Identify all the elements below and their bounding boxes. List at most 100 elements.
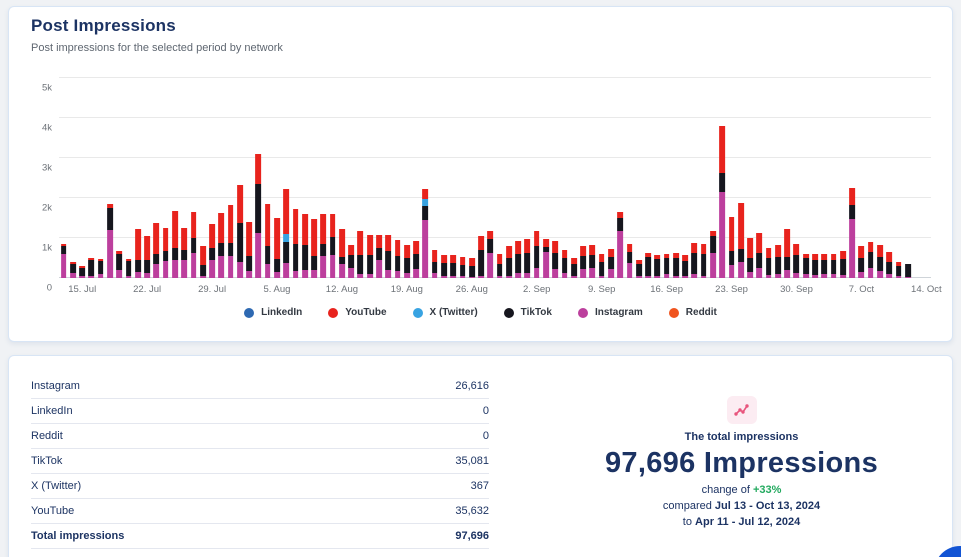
table-row: Instagram 26,616: [31, 374, 489, 399]
bar-segment-youtube: [88, 258, 95, 261]
bar-segment-tiktok: [496, 264, 503, 276]
stacked-bar: [116, 78, 123, 278]
legend-color-dot: [668, 307, 679, 318]
bar-segment-tiktok: [70, 264, 76, 274]
legend-item-x-twitter-[interactable]: X (Twitter): [412, 307, 478, 318]
bar-segment-instagram: [570, 276, 577, 278]
bar-segment-tiktok: [626, 252, 633, 263]
bar-segment-tiktok: [450, 263, 457, 276]
bar-segment-youtube: [218, 213, 225, 244]
bar-segment-instagram: [654, 276, 661, 278]
bar-segment-instagram: [125, 275, 132, 278]
bar-segment-youtube: [673, 252, 679, 258]
stacked-bar: [673, 78, 679, 278]
stacked-bar: [533, 78, 540, 278]
bar-segment-tiktok: [283, 241, 290, 263]
y-axis-tick: 4k: [41, 122, 52, 134]
bar-segment-tiktok: [153, 254, 160, 265]
bar-segment-instagram: [107, 230, 113, 278]
gridline: 4k: [42, 117, 931, 134]
stacked-bar: [886, 78, 893, 278]
bar-segment-instagram: [598, 276, 605, 278]
bar-segment-tiktok: [468, 266, 475, 277]
bar-segment-youtube: [199, 245, 206, 265]
bar-segment-tiktok: [765, 258, 772, 275]
bar-segment-instagram: [366, 274, 373, 278]
stacked-bar: [357, 78, 364, 278]
stacked-bar: [79, 78, 86, 278]
legend-item-youtube[interactable]: YouTube: [328, 307, 387, 318]
bar-segment-tiktok: [487, 239, 494, 254]
stacked-bar: [719, 78, 726, 278]
bar-segment-tiktok: [802, 258, 809, 274]
bar-segment-instagram: [775, 274, 781, 278]
bar-segment-youtube: [533, 230, 540, 246]
bar-segment-tiktok: [830, 260, 837, 274]
bar-segment-tiktok: [737, 248, 744, 262]
post-impressions-card: Post Impressions Post impressions for th…: [8, 6, 953, 342]
bar-segment-tiktok: [570, 264, 577, 276]
bar-segment-tiktok: [691, 252, 698, 274]
legend-label: YouTube: [345, 307, 387, 318]
bar-segment-youtube: [255, 154, 262, 185]
bar-segment-youtube: [394, 239, 401, 256]
stacked-bar: [654, 78, 661, 278]
stacked-bar: [515, 78, 522, 278]
bar-segment-youtube: [617, 212, 624, 219]
bar-segment-instagram: [728, 265, 735, 278]
bar-segment-youtube: [459, 257, 466, 265]
stacked-bar: [311, 78, 317, 278]
bar-segment-youtube: [654, 254, 661, 259]
bar-segment-instagram: [394, 270, 401, 278]
bar-segment-instagram: [70, 273, 76, 278]
page-subtitle: Post impressions for the selected period…: [31, 42, 283, 54]
bar-segment-youtube: [339, 228, 345, 258]
bar-segment-tiktok: [320, 244, 327, 257]
bar-segment-instagram: [190, 253, 197, 278]
summary-card: Instagram 26,616 LinkedIn 0 Reddit 0 TikTok 35,…: [8, 355, 953, 557]
network-value: 35,632: [455, 505, 489, 517]
page-title: Post Impressions: [31, 16, 176, 35]
bar-segment-youtube: [802, 254, 809, 258]
stacked-bar: [125, 78, 132, 278]
bar-segment-instagram: [274, 272, 280, 278]
bar-segment-instagram: [877, 270, 883, 278]
legend-item-reddit[interactable]: Reddit: [668, 307, 717, 318]
legend-item-instagram[interactable]: Instagram: [577, 307, 643, 318]
legend-label: Instagram: [594, 307, 643, 318]
stacked-bar: [107, 78, 113, 278]
compare-line-previous: to Apr 11 - Jul 12, 2024: [682, 516, 801, 528]
bar-segment-instagram: [506, 275, 512, 278]
stacked-bar: [710, 78, 716, 278]
network-label: Total impressions: [31, 530, 125, 542]
stacked-bar: [162, 78, 169, 278]
stacked-bar: [626, 78, 633, 278]
legend-item-tiktok[interactable]: TikTok: [503, 307, 552, 318]
network-value: 26,616: [455, 380, 489, 392]
stacked-bar: [348, 78, 355, 278]
legend-item-linkedin[interactable]: LinkedIn: [244, 307, 302, 318]
bar-segment-tiktok: [886, 262, 893, 274]
bar-segment-youtube: [329, 214, 336, 238]
y-axis-tick: 3k: [41, 162, 52, 174]
x-axis-tick: 15. Jul: [68, 284, 97, 295]
floating-action-button[interactable]: [934, 546, 961, 557]
bar-segment-tiktok: [209, 248, 215, 260]
bar-segment-youtube: [821, 254, 828, 260]
stacked-bar: [849, 78, 856, 278]
bar-segment-tiktok: [459, 264, 466, 276]
table-row: TikTok 35,081: [31, 449, 489, 474]
bar-segment-youtube: [589, 245, 596, 256]
bar-segment-youtube: [635, 259, 642, 264]
network-value: 0: [482, 405, 489, 417]
bar-segment-instagram: [691, 274, 698, 278]
bar-segment-youtube: [274, 218, 280, 259]
bar-segment-youtube: [830, 254, 837, 260]
bar-segment-tiktok: [858, 258, 865, 272]
bar-segment-tiktok: [431, 261, 438, 273]
stacked-bar: [329, 78, 336, 278]
gridline: 3k: [42, 157, 931, 174]
bar-segment-youtube: [710, 230, 716, 237]
bar-segment-youtube: [320, 214, 327, 245]
bar-segment-tiktok: [784, 256, 791, 270]
